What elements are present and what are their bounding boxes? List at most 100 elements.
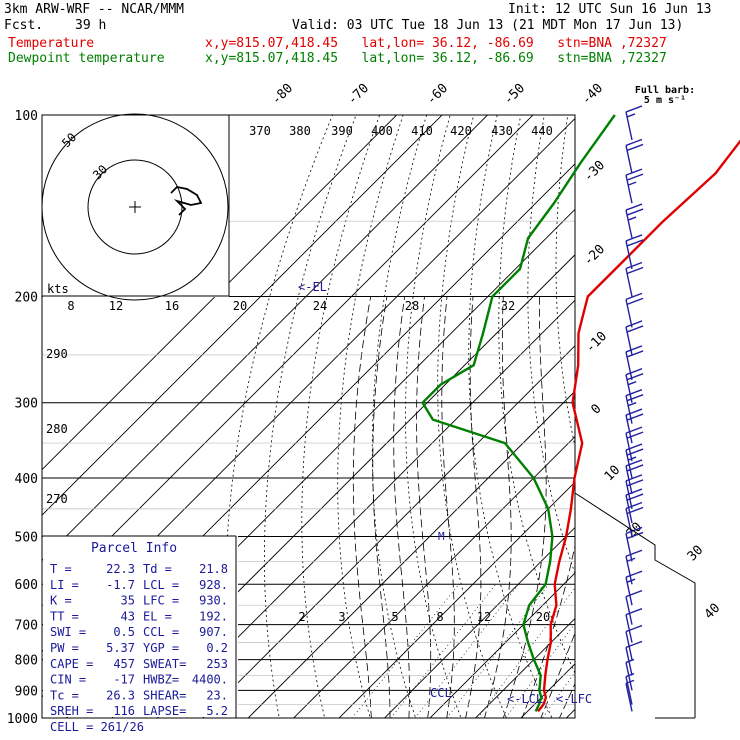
- wind-barb: [625, 389, 644, 424]
- wind-barb-flag: [626, 325, 644, 333]
- wind-barb-flag: [626, 394, 644, 402]
- wind-barb-flag: [626, 493, 644, 501]
- init-time: Init: 12 UTC Sun 16 Jun 13: [508, 2, 712, 17]
- dry-adiabat-label: 280: [46, 422, 68, 436]
- wind-barb-half-flag: [625, 658, 635, 664]
- wind-barb: [625, 234, 644, 270]
- mixing-ratio-label: 8: [436, 610, 443, 624]
- pressure-tick-label: 100: [15, 109, 38, 124]
- wind-barb-flag: [625, 589, 643, 598]
- barb-legend-title: Full barb:: [635, 85, 695, 96]
- speed-axis-label: 24: [313, 299, 327, 313]
- moist-adiabat: [441, 296, 455, 718]
- hodograph-trace: [170, 186, 203, 216]
- wind-barb-flag: [625, 203, 643, 211]
- isotherm-label: -40: [579, 81, 606, 108]
- wind-barb: [625, 526, 644, 562]
- moist-adiabat: [465, 296, 482, 718]
- parcel-param-label: LAPSE=: [143, 704, 186, 718]
- wind-barb-flag: [625, 408, 643, 416]
- wind-barb-flag: [626, 431, 644, 439]
- wind-barb: [625, 105, 643, 141]
- wind-barb: [625, 345, 644, 381]
- wind-barb-flag: [626, 173, 644, 181]
- parcel-param-value: 192.: [199, 609, 228, 623]
- wind-barb-flag: [625, 426, 643, 434]
- isotherm-label: -30: [581, 158, 608, 185]
- level-marker-label: <-EL: [298, 280, 327, 294]
- moist-adiabat-label: 420: [450, 124, 472, 138]
- parcel-param-label: CAPE =: [50, 657, 93, 671]
- moist-adiabat: [521, 543, 575, 718]
- pressure-tick-label: 700: [15, 619, 38, 634]
- wind-barb: [625, 624, 643, 660]
- pressure-tick-label: 300: [15, 397, 38, 412]
- parcel-param-value: 116: [113, 704, 135, 718]
- isotherm: [42, 115, 534, 607]
- isotherm-label: 10: [602, 463, 624, 485]
- isotherm-label: 30: [685, 543, 707, 565]
- isotherm-label: -70: [345, 81, 372, 108]
- speed-axis-label: 32: [501, 299, 515, 313]
- speed-axis-label: 20: [233, 299, 247, 313]
- wind-barb-shaft: [625, 631, 633, 660]
- isotherm: [599, 87, 740, 730]
- isotherm: [42, 115, 489, 562]
- moist-adiabat: [502, 296, 547, 718]
- dry-adiabat: [685, 87, 740, 730]
- parcel-param-label: SWI =: [50, 625, 86, 639]
- moist-adiabat-label: 380: [289, 124, 311, 138]
- mixing-ratio-label: 20: [536, 610, 550, 624]
- dry-adiabat: [583, 87, 740, 730]
- wind-barb: [625, 408, 644, 444]
- wind-barb-flag: [626, 297, 644, 306]
- moist-adiabat: [372, 296, 391, 718]
- wind-barb: [625, 459, 644, 495]
- dewpoint-location: x,y=815.07,418.45 lat,lon= 36.12, -86.69…: [205, 51, 667, 66]
- wind-barb-flag: [626, 208, 644, 216]
- wind-barb-half-flag: [626, 113, 636, 118]
- forecast-label: Fcst.: [4, 18, 44, 33]
- wind-barb-half-flag: [626, 557, 636, 562]
- parcel-param-label: T =: [50, 562, 72, 576]
- parcel-info-box: Parcel Info T = 22.3 Td = 21.8 LI = -1.7 LCL = 9…: [42, 535, 238, 734]
- parcel-param-label: PW =: [50, 641, 79, 655]
- speed-axis-label: 28: [405, 299, 419, 313]
- wind-barb-flag: [625, 138, 643, 147]
- wind-barb: [625, 320, 644, 356]
- wind-barb-shaft: [625, 683, 633, 712]
- parcel-param-label: Td =: [143, 562, 172, 576]
- parcel-param-label: Tc =: [50, 688, 79, 702]
- parcel-param-value: 5.2: [206, 704, 228, 718]
- wind-barb-flag: [625, 488, 643, 496]
- parcel-param-label: HWBZ=: [143, 673, 179, 687]
- wind-barb-flag: [625, 168, 643, 176]
- isotherm: [474, 617, 575, 718]
- wind-barb: [625, 426, 644, 462]
- hodograph-units: kts: [47, 282, 69, 296]
- mixing-ratio-line: [414, 583, 519, 718]
- isotherm: [42, 115, 398, 471]
- wind-barb-flag: [625, 501, 643, 510]
- temperature-legend: Temperature: [8, 36, 95, 51]
- parcel-param-value: 26.3: [106, 688, 135, 702]
- isotherm: [338, 481, 575, 718]
- parcel-param-value: 928.: [199, 578, 228, 592]
- wind-barb-flag: [625, 234, 643, 242]
- wind-barb-flag: [626, 506, 644, 515]
- wind-barb-half-flag: [626, 578, 636, 583]
- wind-barb-half-flag: [627, 456, 637, 461]
- isotherm-label: -10: [583, 329, 610, 356]
- wind-barb: [625, 679, 635, 712]
- mixing-ratio-label: 12: [477, 610, 491, 624]
- pressure-tick-label: 800: [15, 654, 38, 669]
- moist-adiabat-label: 430: [491, 124, 513, 138]
- wind-barb-flag: [626, 479, 644, 487]
- wind-barb-shaft: [625, 662, 633, 691]
- mixing-ratio-line: [446, 583, 549, 718]
- parcel-param-label: CIN =: [50, 673, 86, 687]
- parcel-param-value: 457: [113, 657, 135, 671]
- wind-barb-flag: [625, 640, 643, 649]
- parcel-param-value: 21.8: [199, 562, 228, 576]
